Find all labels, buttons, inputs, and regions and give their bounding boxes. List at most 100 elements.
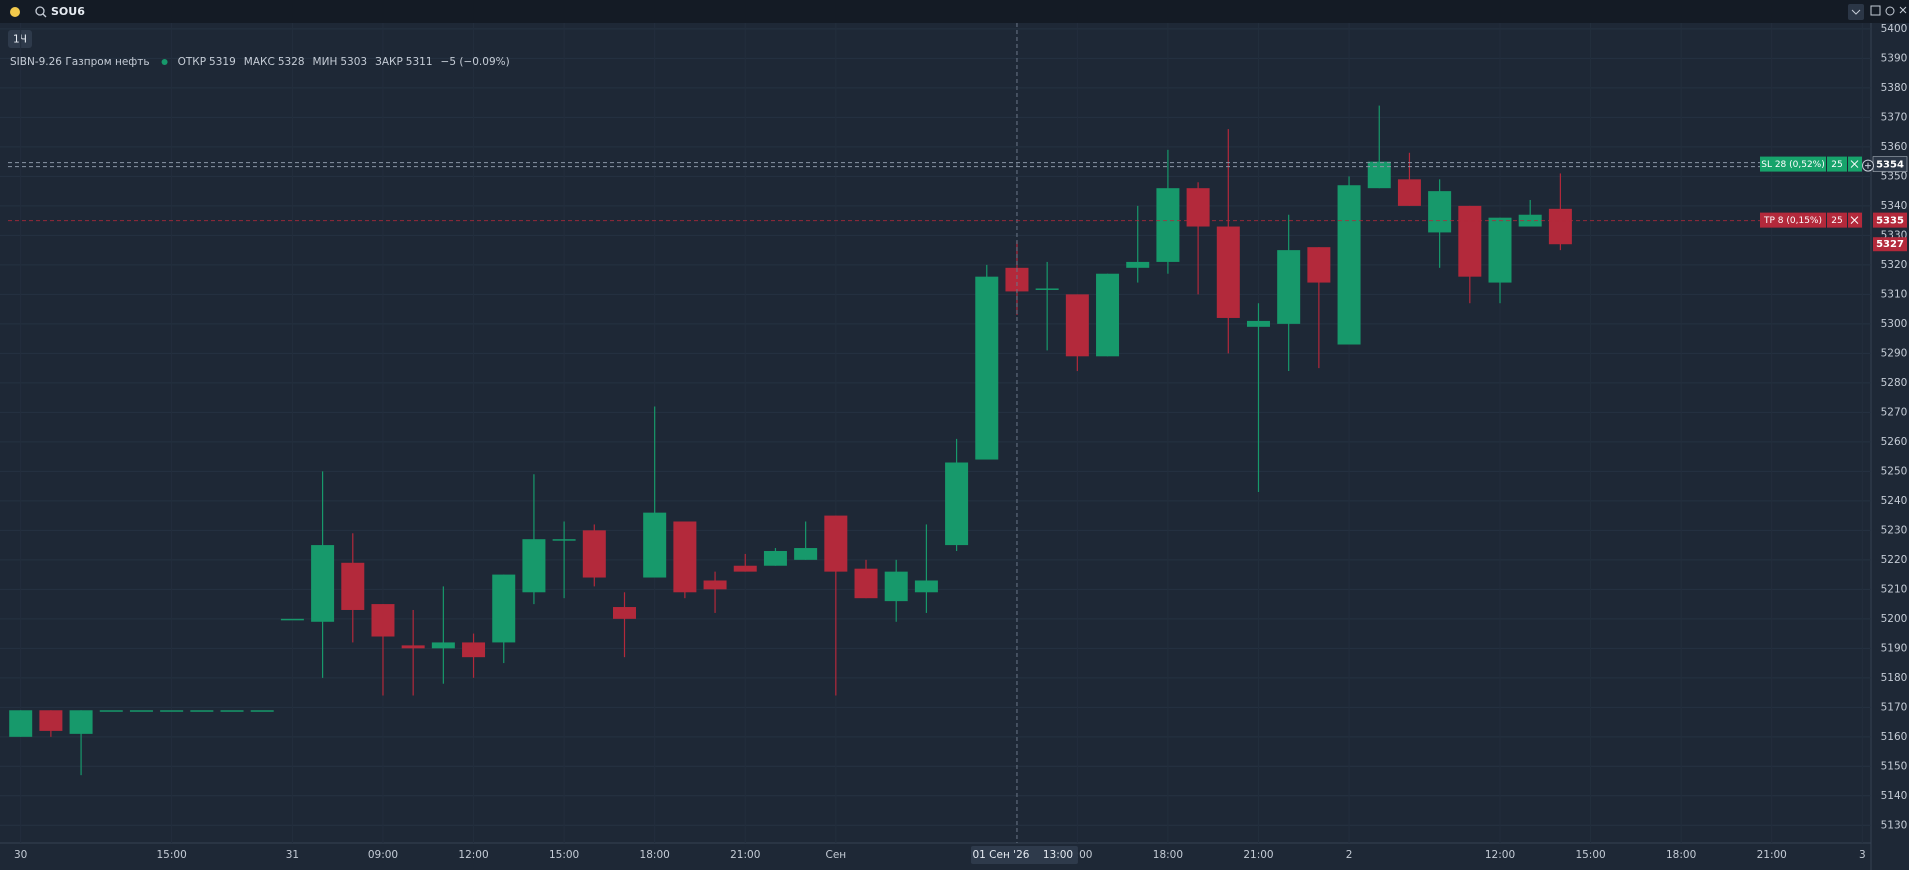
x-tick-label: 21:00 xyxy=(1757,849,1787,861)
order-qty: 25 xyxy=(1831,160,1842,170)
order-tag[interactable] xyxy=(1760,156,1826,172)
y-tick-label: 5310 xyxy=(1881,288,1908,300)
dropdown-icon xyxy=(1851,9,1861,15)
y-tick-label: 5270 xyxy=(1881,406,1908,418)
ohlc-label: ОТКР xyxy=(178,56,206,68)
x-tick-label: 15:00 xyxy=(1575,849,1605,861)
candle-body xyxy=(341,562,365,610)
candle-body xyxy=(1277,250,1301,324)
candle-body xyxy=(1186,188,1210,227)
settings-icon[interactable] xyxy=(1885,6,1895,16)
candle-body xyxy=(280,618,304,621)
candle-body xyxy=(462,642,486,658)
symbol-name: SIBN-9.26 Газпром нефть xyxy=(10,56,150,68)
candle-body xyxy=(522,539,546,593)
candle-body xyxy=(975,276,999,460)
last-price-tag xyxy=(1873,237,1907,252)
candle-body xyxy=(945,462,969,546)
ohlc-value: 5303 xyxy=(340,56,367,68)
order-tag[interactable] xyxy=(1760,212,1826,228)
ohlc-label: ЗАКР xyxy=(375,56,403,68)
crosshair-time: 13:00 xyxy=(1043,849,1073,861)
candle-body xyxy=(1307,247,1331,283)
order-tag-label: TP 8 (0,15%) xyxy=(1763,216,1822,226)
x-tick-label: 12:00 xyxy=(1485,849,1515,861)
y-tick-label: 5150 xyxy=(1881,760,1908,772)
candle-body xyxy=(1458,205,1482,277)
x-tick-label: 18:00 xyxy=(1153,849,1183,861)
x-tick-label: 30 xyxy=(14,849,27,861)
candle-body xyxy=(854,568,878,599)
dropdown-button[interactable] xyxy=(1848,4,1864,20)
x-tick-label: 21:00 xyxy=(730,849,760,861)
y-tick-label: 5200 xyxy=(1881,613,1908,625)
close-icon[interactable] xyxy=(1899,6,1907,14)
ohlc-value: 5319 xyxy=(209,56,236,68)
y-tick-label: 5290 xyxy=(1881,347,1908,359)
candle-body xyxy=(129,710,153,712)
candle-body xyxy=(431,642,455,649)
candle-body xyxy=(1246,320,1270,327)
search-text[interactable]: SOU6 xyxy=(51,5,85,18)
candle-body xyxy=(1216,226,1240,318)
candle-body xyxy=(371,604,395,637)
x-tick-label: 3 xyxy=(1859,849,1866,861)
add-order-icon xyxy=(1865,162,1871,169)
candle-body xyxy=(794,548,818,560)
crosshair-date: 01 Сен '26 xyxy=(972,849,1029,861)
x-tick-label: 12:00 xyxy=(458,849,488,861)
y-tick-label: 5160 xyxy=(1881,731,1908,743)
order-qty: 25 xyxy=(1831,216,1842,226)
last-price-value: 5327 xyxy=(1876,239,1904,250)
candle-body xyxy=(703,580,727,590)
y-tick-label: 5380 xyxy=(1881,82,1908,94)
candle-body xyxy=(612,607,636,619)
order-close-icon xyxy=(1850,216,1859,224)
candle-body xyxy=(1126,261,1150,268)
y-tick-label: 5390 xyxy=(1881,52,1908,64)
candle-body xyxy=(643,512,667,578)
candle-body xyxy=(160,710,184,712)
y-tick-label: 5280 xyxy=(1881,377,1908,389)
order-close-icon xyxy=(1850,160,1859,168)
y-tick-label: 5340 xyxy=(1881,200,1908,212)
status-dot xyxy=(10,7,20,17)
y-tick-label: 5180 xyxy=(1881,672,1908,684)
y-tick-label: 5350 xyxy=(1881,170,1908,182)
ohlc-label: МИН xyxy=(313,56,338,68)
candle-body xyxy=(1156,188,1180,262)
y-tick-label: 5170 xyxy=(1881,701,1908,713)
interval-label: 1Ч xyxy=(13,34,27,46)
candle-body xyxy=(311,545,335,622)
y-tick-label: 5210 xyxy=(1881,583,1908,595)
interval-button[interactable] xyxy=(8,30,32,48)
y-tick-label: 5240 xyxy=(1881,495,1908,507)
candle-body xyxy=(39,710,63,731)
y-tick-label: 5130 xyxy=(1881,819,1908,831)
ohlc-label: МАКС xyxy=(244,56,275,68)
y-tick-label: 5140 xyxy=(1881,790,1908,802)
y-tick-label: 5260 xyxy=(1881,436,1908,448)
y-tick-label: 5400 xyxy=(1881,23,1908,35)
price-tag-value: 5335 xyxy=(1876,216,1904,227)
candle-body xyxy=(9,710,33,737)
x-tick-label: 18:00 xyxy=(1666,849,1696,861)
y-tick-label: 5370 xyxy=(1881,111,1908,123)
x-tick-label: Сен xyxy=(825,849,846,861)
y-tick-label: 5230 xyxy=(1881,524,1908,536)
ohlc-header: SIBN-9.26 Газпром нефть ОТКР 5319 МАКС 5328 М… xyxy=(10,56,510,68)
candle-body xyxy=(220,710,244,712)
candle-body xyxy=(914,580,938,593)
price-tag xyxy=(1873,212,1907,228)
candle-body xyxy=(1337,185,1361,345)
candle-body xyxy=(673,521,697,593)
x-tick-label: 21:00 xyxy=(1243,849,1273,861)
order-qty-box xyxy=(1827,156,1847,172)
live-dot xyxy=(161,59,168,65)
x-tick-label: 15:00 xyxy=(549,849,579,861)
candle-body xyxy=(582,530,606,578)
window-icon[interactable] xyxy=(1870,5,1881,16)
